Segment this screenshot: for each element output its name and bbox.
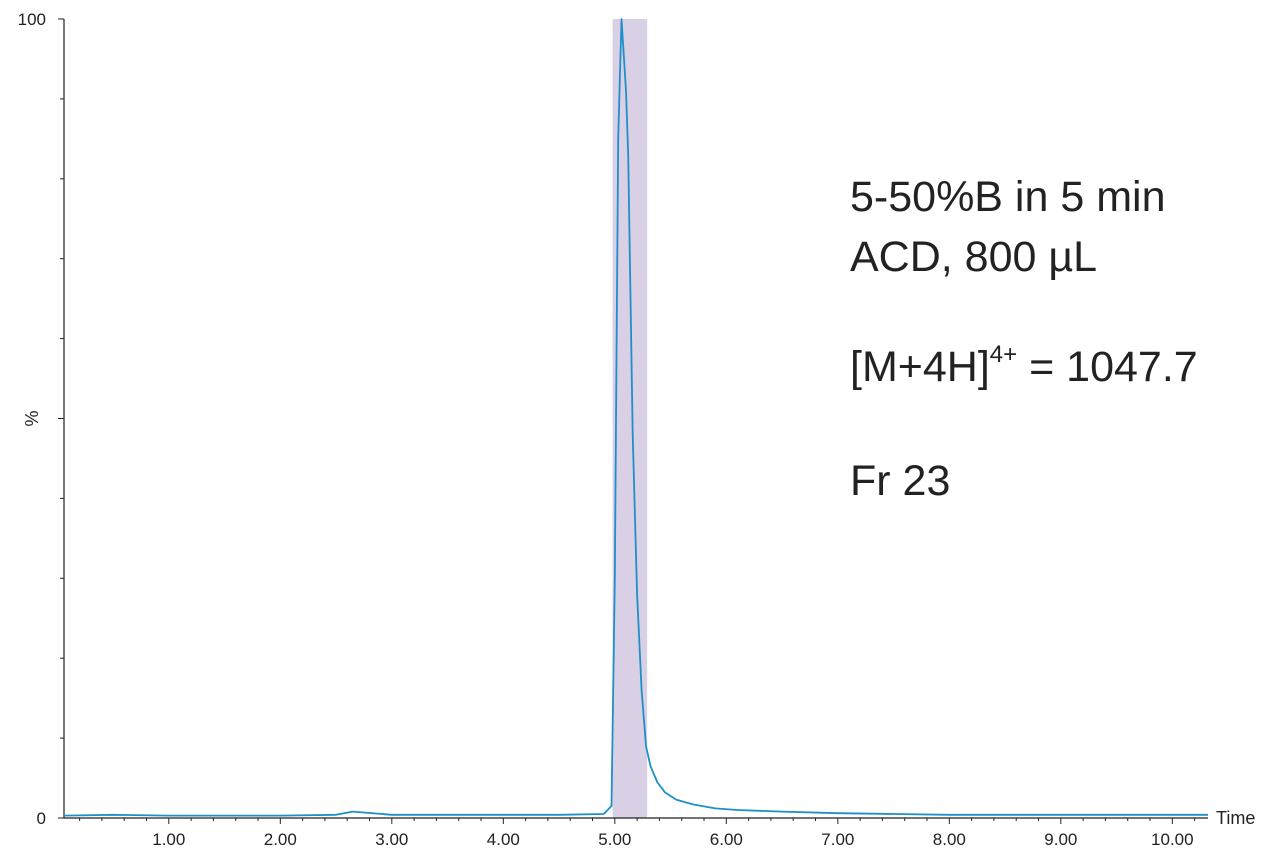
x-tick-label: 1.00 [152,830,185,849]
ion-prefix: [M+4H] [850,343,990,391]
ion-annotation: [M+4H]4+ = 1047.7 [850,342,1198,391]
volume-annotation: ACD, 800 µL [850,233,1098,281]
gradient-annotation: 5-50%B in 5 min [850,173,1166,221]
x-tick-label: 2.00 [264,830,297,849]
x-tick-label: 9.00 [1044,830,1077,849]
chromatogram-trace [63,18,1208,817]
x-tick-label: 3.00 [375,830,408,849]
ion-value: = 1047.7 [1017,343,1198,391]
y-axis-label: % [22,410,42,426]
x-axis-label: Time [1216,808,1255,828]
x-tick-label: 5.00 [598,830,631,849]
x-tick-label: 6.00 [710,830,743,849]
x-tick-label: 4.00 [487,830,520,849]
y-tick-label: 0 [37,809,46,828]
fraction-annotation: Fr 23 [850,457,951,505]
x-tick-label: 7.00 [821,830,854,849]
y-tick-label: 100 [18,10,46,29]
x-tick-label: 10.00 [1151,830,1194,849]
x-tick-label: 8.00 [933,830,966,849]
ion-charge: 4+ [989,340,1018,368]
